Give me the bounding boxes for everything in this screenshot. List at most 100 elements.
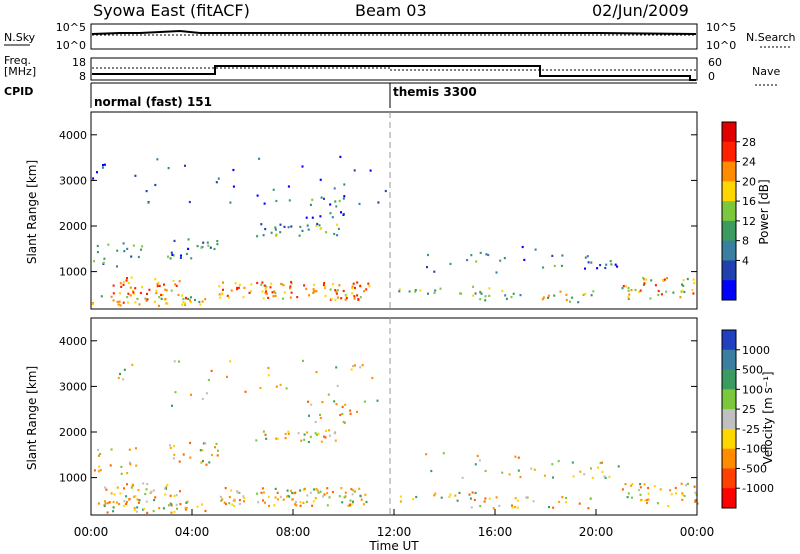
colorbar-swatch xyxy=(722,389,736,410)
echo-cell xyxy=(169,494,172,497)
echo-cell xyxy=(219,296,222,299)
echo-cell xyxy=(315,488,318,491)
echo-cell xyxy=(350,488,353,491)
echo-cell xyxy=(201,300,204,303)
echo-cell xyxy=(504,294,507,297)
echo-cell xyxy=(639,493,642,496)
echo-cell xyxy=(642,283,645,286)
cpid-label: CPID xyxy=(4,85,33,98)
nave-label: Nave xyxy=(752,65,780,78)
echo-cell xyxy=(204,509,207,513)
echo-cell xyxy=(487,253,490,257)
echo-cell xyxy=(498,504,501,507)
echo-cell xyxy=(215,181,218,184)
echo-cell xyxy=(530,467,533,470)
echo-cell xyxy=(279,231,282,234)
echo-cell xyxy=(488,497,491,500)
echo-cell xyxy=(261,487,264,490)
echo-cell xyxy=(167,167,170,170)
echo-cell xyxy=(442,452,445,455)
echo-cell xyxy=(647,492,650,495)
echo-cell xyxy=(214,446,216,449)
echo-cell xyxy=(587,507,590,510)
colorbar-swatch xyxy=(722,330,736,351)
echo-cell xyxy=(158,284,161,287)
echo-cell xyxy=(639,483,642,486)
echo-cell xyxy=(646,498,649,502)
echo-cell xyxy=(146,292,148,295)
echo-cell xyxy=(334,298,337,301)
echo-cell xyxy=(141,245,144,248)
echo-cell xyxy=(470,254,473,257)
echo-cell xyxy=(96,244,99,248)
echo-cell xyxy=(475,260,478,263)
echo-cell xyxy=(459,292,462,295)
echo-cell xyxy=(523,258,526,261)
colorbar-swatch xyxy=(722,448,736,469)
echo-cell xyxy=(662,278,664,282)
echo-cell xyxy=(592,290,595,293)
colorbar-tick-label: 8 xyxy=(742,235,749,248)
echo-cell xyxy=(207,378,210,382)
echo-cell xyxy=(184,296,187,299)
echo-cell xyxy=(271,291,274,294)
echo-cell xyxy=(273,504,276,507)
echo-cell xyxy=(156,158,159,161)
echo-cell xyxy=(363,290,366,293)
echo-cell xyxy=(336,384,339,387)
echo-cell xyxy=(126,472,129,475)
echo-cell xyxy=(351,493,354,496)
echo-cell xyxy=(329,203,332,206)
echo-cell xyxy=(311,504,314,507)
colorbar-swatch xyxy=(722,409,736,430)
nave-tick-bottom: 0 xyxy=(708,70,715,83)
echo-cell xyxy=(665,290,668,293)
echo-cell xyxy=(200,246,203,249)
echo-cell xyxy=(167,504,170,507)
echo-cell xyxy=(328,434,331,437)
echo-cell xyxy=(178,280,181,283)
echo-cell xyxy=(261,290,264,293)
echo-cell xyxy=(262,234,265,237)
power-panel: 4000 3000 2000 1000 Slant Range [km] xyxy=(25,111,698,310)
echo-cell xyxy=(135,447,137,450)
echo-cell xyxy=(145,488,148,491)
echo-cell xyxy=(414,289,417,292)
echo-cell xyxy=(339,155,342,158)
echo-cell xyxy=(144,297,147,300)
echo-cell xyxy=(584,256,587,259)
echo-cell xyxy=(125,502,128,505)
echo-cell xyxy=(260,491,263,494)
echo-cell xyxy=(257,501,260,504)
echo-cell xyxy=(682,284,685,287)
echo-cell xyxy=(314,420,317,424)
echo-cell xyxy=(279,383,282,386)
echo-cell xyxy=(224,487,227,490)
echo-cell xyxy=(267,296,270,299)
echo-cell xyxy=(238,491,241,494)
echo-cell xyxy=(308,294,311,297)
echo-cell xyxy=(236,491,239,494)
echo-cell xyxy=(173,453,176,456)
echo-cell xyxy=(596,466,599,469)
echo-cell xyxy=(692,292,695,295)
echo-cell xyxy=(320,196,323,199)
echo-cell xyxy=(105,488,108,491)
echo-cell xyxy=(208,461,211,464)
echo-cell xyxy=(599,461,602,465)
echo-cell xyxy=(344,403,347,406)
echo-cell xyxy=(169,257,172,260)
echo-cell xyxy=(322,495,324,498)
echo-cell xyxy=(310,403,313,406)
echo-cell xyxy=(165,487,167,490)
echo-cell xyxy=(166,302,169,305)
echo-cell xyxy=(666,277,669,280)
echo-cell xyxy=(133,292,136,295)
echo-cell xyxy=(694,500,697,503)
echo-cell xyxy=(657,293,660,297)
echo-cell xyxy=(164,298,167,301)
echo-cell xyxy=(439,287,442,290)
echo-cell xyxy=(327,393,330,396)
echo-cell xyxy=(693,282,696,285)
echo-cell xyxy=(99,469,102,472)
